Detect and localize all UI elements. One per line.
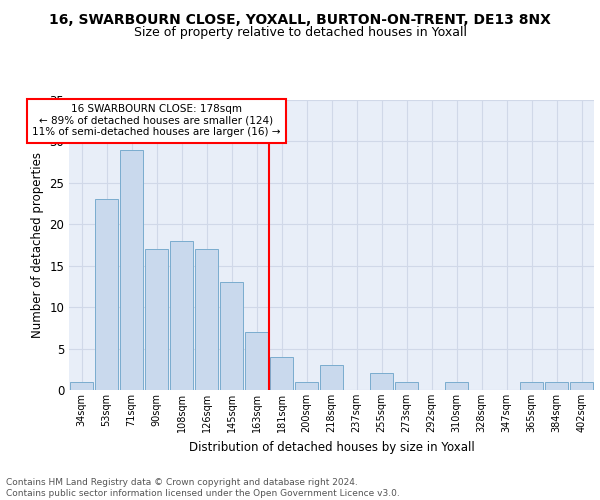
- Bar: [520, 382, 543, 390]
- Bar: [295, 382, 318, 390]
- Text: 16, SWARBOURN CLOSE, YOXALL, BURTON-ON-TRENT, DE13 8NX: 16, SWARBOURN CLOSE, YOXALL, BURTON-ON-T…: [49, 12, 551, 26]
- Bar: [270, 357, 293, 390]
- Bar: [170, 241, 193, 390]
- X-axis label: Distribution of detached houses by size in Yoxall: Distribution of detached houses by size …: [188, 440, 475, 454]
- Text: 16 SWARBOURN CLOSE: 178sqm
← 89% of detached houses are smaller (124)
11% of sem: 16 SWARBOURN CLOSE: 178sqm ← 89% of deta…: [32, 104, 281, 138]
- Text: Contains HM Land Registry data © Crown copyright and database right 2024.
Contai: Contains HM Land Registry data © Crown c…: [6, 478, 400, 498]
- Bar: [145, 249, 168, 390]
- Bar: [195, 249, 218, 390]
- Bar: [370, 374, 393, 390]
- Bar: [70, 382, 93, 390]
- Bar: [320, 365, 343, 390]
- Bar: [245, 332, 268, 390]
- Bar: [220, 282, 243, 390]
- Bar: [445, 382, 468, 390]
- Y-axis label: Number of detached properties: Number of detached properties: [31, 152, 44, 338]
- Bar: [95, 200, 118, 390]
- Bar: [120, 150, 143, 390]
- Bar: [395, 382, 418, 390]
- Bar: [570, 382, 593, 390]
- Bar: [545, 382, 568, 390]
- Text: Size of property relative to detached houses in Yoxall: Size of property relative to detached ho…: [133, 26, 467, 39]
